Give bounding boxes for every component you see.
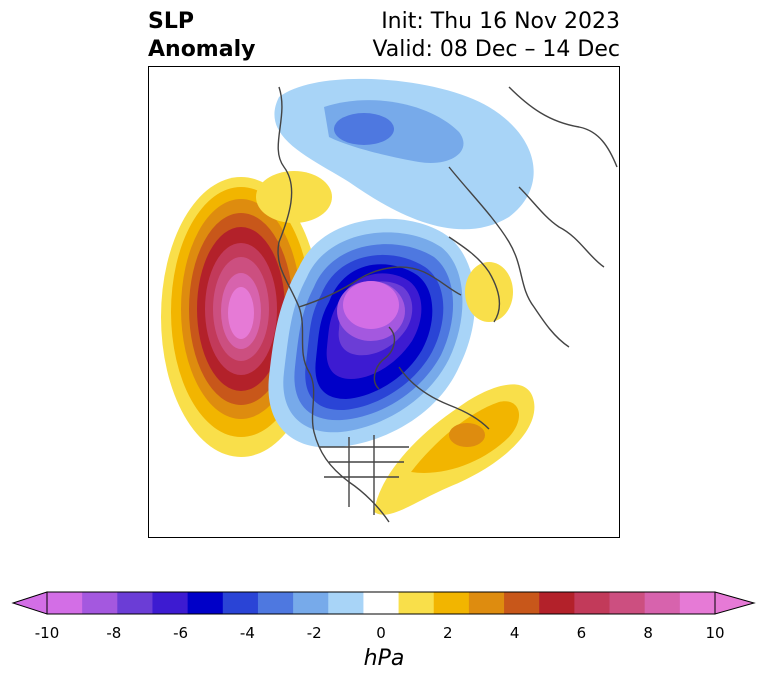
- colorbar-segment: [293, 592, 329, 614]
- colorbar-tick-label: 8: [643, 624, 653, 642]
- colorbar-tick-label: -6: [173, 624, 189, 642]
- colorbar-segment: [468, 592, 505, 614]
- colorbar-tick-label: 4: [509, 624, 520, 642]
- colorbar-tick-label: -10: [34, 624, 60, 642]
- positive-anomaly-scandinavia: [465, 262, 513, 322]
- colorbar-segment: [644, 592, 681, 614]
- title-right: Init: Thu 16 Nov 2023 Valid: 08 Dec – 14…: [372, 8, 620, 64]
- colorbar-segment: [222, 592, 259, 614]
- colorbar-label: hPa: [363, 646, 405, 671]
- colorbar-segment: [504, 592, 540, 614]
- colorbar-segment: [257, 592, 294, 614]
- anomaly-map: [161, 78, 618, 523]
- colorbar-segment: [152, 592, 189, 614]
- colorbar-segment: [82, 592, 118, 614]
- title-slp: SLP: [148, 9, 194, 34]
- colorbar-segment: [679, 592, 716, 614]
- colorbar-tick-label: 10: [705, 624, 725, 642]
- colorbar-tick-label: -2: [306, 624, 322, 642]
- positive-anomaly-western-atlantic: [374, 384, 535, 515]
- init-date: Init: Thu 16 Nov 2023: [381, 9, 620, 34]
- colorbar-tick-label: 6: [576, 624, 587, 642]
- title-anomaly: Anomaly: [148, 37, 256, 62]
- colorbar-segment: [433, 592, 470, 614]
- map-panel: [148, 66, 620, 538]
- colorbar-tick-label: 0: [376, 624, 386, 642]
- valid-range: Valid: 08 Dec – 14 Dec: [372, 37, 620, 62]
- colorbar-tick-label: -8: [106, 624, 122, 642]
- colorbar-tick-label: -4: [239, 624, 255, 642]
- colorbar-segment: [328, 592, 364, 614]
- colorbar-segment: [609, 592, 646, 614]
- colorbar: [11, 591, 756, 615]
- colorbar-tick-label: 2: [443, 624, 453, 642]
- title-left: SLP Anomaly: [148, 8, 255, 64]
- colorbar-min-arrow: [11, 591, 48, 615]
- colorbar-segment: [398, 592, 435, 614]
- colorbar-segment: [574, 592, 611, 614]
- colorbar-segment: [117, 592, 153, 614]
- positive-anomaly-alaska: [256, 171, 332, 223]
- colorbar-segment: [47, 592, 83, 614]
- negative-anomaly-siberia: [274, 78, 534, 230]
- colorbar-max-arrow: [714, 591, 756, 615]
- coastlines: [277, 86, 618, 523]
- colorbar-segment: [539, 592, 575, 614]
- negative-anomaly-arctic-canada: [268, 218, 476, 448]
- colorbar-segment: [363, 592, 400, 614]
- colorbar-segment: [187, 592, 224, 614]
